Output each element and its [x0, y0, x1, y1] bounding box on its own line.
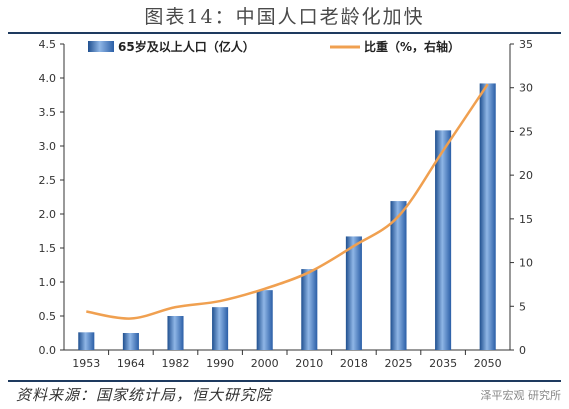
left-tick-label: 3.0: [39, 140, 57, 153]
x-tick-label: 2035: [429, 357, 457, 370]
legend: 65岁及以上人口（亿人） 比重（%，右轴）: [88, 39, 460, 54]
bar: [390, 201, 407, 350]
bar: [78, 332, 95, 350]
bar: [301, 269, 318, 350]
x-tick-label: 1982: [162, 357, 190, 370]
right-tick-label: 35: [519, 38, 533, 51]
left-tick-label: 0.0: [39, 344, 57, 357]
left-tick-label: 4.0: [39, 72, 57, 85]
x-tick-label: 2000: [251, 357, 279, 370]
right-tick-label: 10: [519, 257, 533, 270]
tick-labels: 0.00.51.01.52.02.53.03.54.04.50510152025…: [39, 38, 534, 370]
x-tick-label: 1990: [206, 357, 234, 370]
x-tick-label: 1964: [117, 357, 145, 370]
watermark: 泽平宏观 研究所: [480, 389, 562, 402]
x-tick-label: 2010: [295, 357, 323, 370]
bar-series: [78, 83, 496, 350]
bar: [479, 83, 496, 350]
right-tick-label: 20: [519, 169, 533, 182]
x-tick-label: 1953: [72, 357, 100, 370]
right-tick-label: 0: [519, 344, 526, 357]
bar: [435, 130, 452, 350]
bar: [122, 333, 139, 350]
source-rule: [8, 380, 561, 382]
line-series: [86, 83, 489, 320]
right-tick-label: 30: [519, 82, 533, 95]
left-tick-label: 0.5: [39, 310, 57, 323]
left-tick-label: 1.0: [39, 276, 57, 289]
x-tick-label: 2018: [340, 357, 368, 370]
left-tick-label: 1.5: [39, 242, 57, 255]
bar: [256, 290, 273, 350]
legend-bar-swatch: [88, 41, 114, 52]
x-tick-label: 2050: [474, 357, 502, 370]
source-note: 资料来源：国家统计局，恒大研究院: [16, 386, 273, 404]
chart-title: 图表14：中国人口老龄化加快: [144, 6, 425, 28]
bar: [345, 236, 362, 350]
title-rule: [8, 32, 561, 34]
right-tick-label: 5: [519, 300, 526, 313]
left-tick-label: 2.5: [39, 174, 57, 187]
bar: [167, 316, 184, 350]
left-tick-label: 2.0: [39, 208, 57, 221]
right-tick-label: 15: [519, 213, 533, 226]
bar: [212, 307, 229, 350]
legend-line-label: 比重（%，右轴）: [364, 39, 460, 54]
left-tick-label: 4.5: [39, 38, 57, 51]
legend-bar-label: 65岁及以上人口（亿人）: [118, 39, 255, 54]
share-line: [86, 83, 489, 320]
x-tick-label: 2025: [385, 357, 413, 370]
left-tick-label: 3.5: [39, 106, 57, 119]
right-tick-label: 25: [519, 125, 533, 138]
